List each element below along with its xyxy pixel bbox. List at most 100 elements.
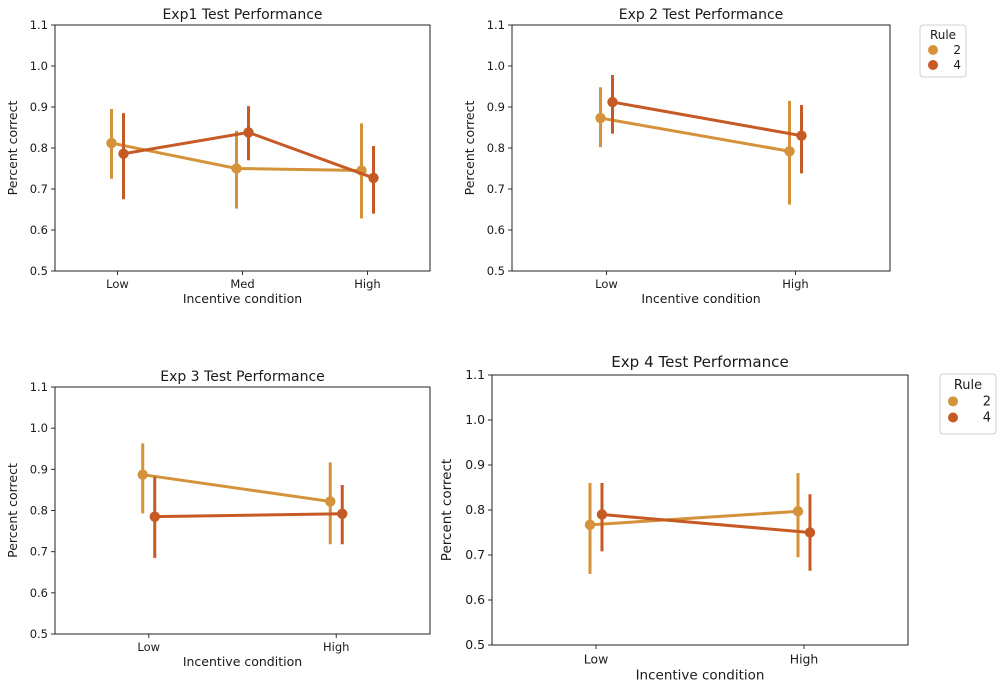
data-point bbox=[804, 527, 816, 538]
legend-label: 4 bbox=[953, 58, 961, 72]
y-tick-label: 0.8 bbox=[30, 504, 48, 518]
data-point bbox=[595, 112, 606, 124]
series-line bbox=[589, 509, 799, 527]
chart-panel-3: Exp 3 Test Performance 0.5 0.6 0.7 0.8 0.9 1.0… bbox=[5, 369, 431, 669]
y-tick-label: 0.5 bbox=[30, 264, 48, 278]
series-line bbox=[601, 513, 811, 534]
x-tick-label: High bbox=[782, 277, 808, 291]
legend-marker bbox=[928, 45, 938, 55]
legend-marker bbox=[928, 60, 938, 70]
legend-label: 2 bbox=[953, 43, 961, 57]
y-tick-label: 0.5 bbox=[30, 627, 48, 641]
legend-marker bbox=[948, 412, 958, 423]
x-axis-label: Incentive condition bbox=[636, 668, 765, 684]
chart-panel-4: Exp 4 Test Performance 0.5 0.6 0.7 0.8 0.9 1.0… bbox=[439, 353, 997, 684]
y-tick-label: 1.1 bbox=[30, 380, 48, 394]
chart-title: Exp 3 Test Performance bbox=[160, 369, 325, 385]
data-point bbox=[149, 511, 160, 522]
y-tick-label: 0.9 bbox=[487, 100, 505, 114]
x-axis-label: Incentive condition bbox=[183, 654, 302, 669]
y-tick-label: 0.8 bbox=[465, 502, 485, 517]
y-tick-label: 1.1 bbox=[30, 18, 48, 32]
data-point bbox=[584, 519, 596, 531]
series-line bbox=[142, 473, 331, 503]
x-tick-label: High bbox=[354, 277, 380, 291]
series-rule-4 bbox=[596, 483, 816, 571]
plot-frame bbox=[54, 386, 431, 635]
y-tick-label: 1.0 bbox=[465, 412, 485, 427]
y-tick-label: 0.6 bbox=[30, 586, 48, 600]
y-axis-label: Percent correct bbox=[5, 101, 20, 196]
plot-frame bbox=[54, 24, 431, 272]
y-tick-label: 0.5 bbox=[487, 264, 505, 278]
data-point bbox=[231, 163, 242, 174]
y-tick-label: 0.6 bbox=[30, 223, 48, 237]
x-tick-label: Low bbox=[595, 277, 618, 291]
y-axis-label: Percent correct bbox=[462, 101, 477, 196]
data-point bbox=[106, 137, 117, 149]
legend-label: 2 bbox=[983, 394, 991, 409]
data-point bbox=[596, 509, 608, 520]
legend-marker bbox=[948, 396, 958, 407]
data-point bbox=[792, 506, 804, 517]
y-tick-label: 0.7 bbox=[30, 182, 48, 196]
chart-panel-2: Exp 2 Test Performance 0.5 0.6 0.7 0.8 0.9 1.0… bbox=[462, 7, 967, 306]
series-rule-2 bbox=[137, 443, 336, 545]
y-tick-label: 0.6 bbox=[487, 223, 505, 237]
x-tick-label: Low bbox=[584, 651, 608, 666]
y-tick-label: 0.9 bbox=[465, 457, 485, 472]
chart-title: Exp 2 Test Performance bbox=[619, 7, 784, 23]
plot-frame bbox=[491, 374, 909, 646]
x-tick-label: Low bbox=[137, 640, 160, 654]
y-tick-label: 0.9 bbox=[30, 100, 48, 114]
series-rule-4 bbox=[149, 476, 348, 558]
y-tick-label: 0.6 bbox=[465, 592, 485, 607]
x-tick-label: Med bbox=[230, 277, 254, 291]
y-tick-label: 1.0 bbox=[30, 59, 48, 73]
series-rule-2 bbox=[584, 473, 804, 574]
y-axis-label: Percent correct bbox=[5, 463, 20, 558]
y-tick-label: 1.1 bbox=[487, 18, 505, 32]
series-rule-2 bbox=[106, 109, 367, 219]
plot-frame bbox=[511, 24, 891, 272]
y-tick-label: 1.1 bbox=[465, 367, 485, 382]
y-tick-label: 0.8 bbox=[487, 141, 505, 155]
y-tick-label: 1.0 bbox=[487, 59, 505, 73]
x-tick-label: High bbox=[790, 651, 819, 666]
series-line bbox=[612, 100, 802, 138]
legend-label: 4 bbox=[983, 411, 991, 426]
legend-title: Rule bbox=[930, 28, 956, 42]
data-point bbox=[325, 496, 336, 507]
y-tick-label: 0.7 bbox=[465, 547, 485, 562]
series-line bbox=[600, 116, 790, 153]
chart-title: Exp1 Test Performance bbox=[162, 7, 322, 23]
data-point bbox=[337, 508, 348, 519]
y-tick-label: 1.0 bbox=[30, 421, 48, 435]
data-point bbox=[137, 469, 148, 480]
x-tick-label: High bbox=[323, 640, 349, 654]
y-tick-label: 0.5 bbox=[465, 637, 485, 652]
series-rule-4 bbox=[607, 75, 807, 174]
data-point bbox=[607, 96, 618, 108]
y-tick-label: 0.9 bbox=[30, 462, 48, 476]
y-tick-label: 0.8 bbox=[30, 141, 48, 155]
x-tick-label: Low bbox=[106, 277, 129, 291]
chart-panel-1: Exp1 Test Performance 0.5 0.6 0.7 0.8 0.9 1.0 1… bbox=[5, 7, 431, 306]
data-point bbox=[796, 130, 807, 141]
data-point bbox=[243, 127, 254, 138]
x-axis-label: Incentive condition bbox=[183, 291, 302, 306]
y-axis-label: Percent correct bbox=[439, 459, 455, 561]
data-point bbox=[784, 146, 795, 157]
x-axis-label: Incentive condition bbox=[641, 291, 760, 306]
chart-title: Exp 4 Test Performance bbox=[611, 353, 789, 371]
data-point bbox=[368, 172, 379, 184]
series-rule-2 bbox=[595, 87, 795, 205]
series-line bbox=[154, 512, 343, 519]
y-tick-label: 0.7 bbox=[30, 545, 48, 559]
series-rule-4 bbox=[118, 106, 379, 214]
legend-title: Rule bbox=[954, 378, 982, 393]
y-tick-label: 0.7 bbox=[487, 182, 505, 196]
